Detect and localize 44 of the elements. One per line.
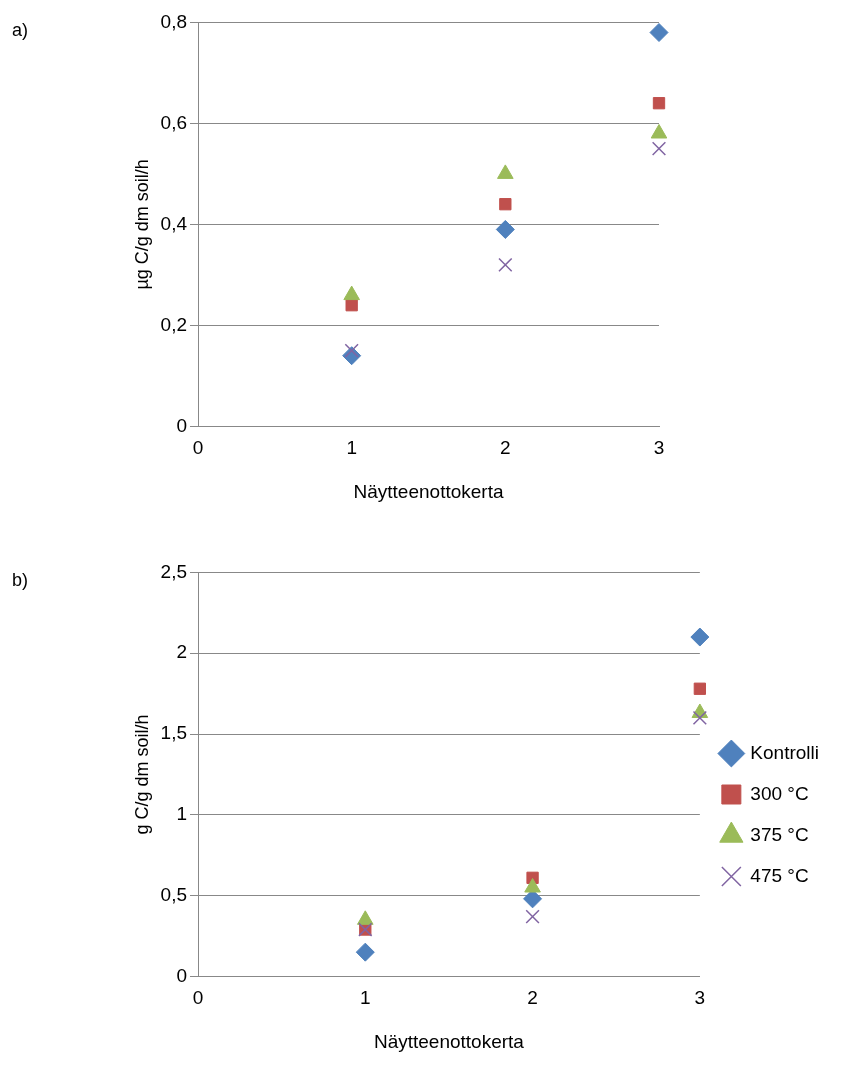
y-tick-label: 0,8 — [160, 10, 188, 32]
legend-label: 375 °C — [750, 823, 809, 845]
point — [651, 141, 667, 156]
y-tick-label: 1,5 — [160, 722, 188, 744]
point — [690, 627, 710, 647]
y-tick-label: 0,6 — [160, 111, 188, 133]
point — [652, 97, 666, 110]
y-axis-title: g C/g dm soil/h — [131, 714, 152, 835]
point — [495, 219, 515, 239]
y-tick-label: 1 — [176, 803, 188, 825]
legend-label: Kontrolli — [750, 741, 820, 763]
x-tick-label: 2 — [527, 987, 538, 1009]
x-axis-title: Näytteenottokerta — [373, 1030, 525, 1052]
legend-label: 300 °C — [750, 782, 809, 804]
point — [692, 710, 707, 725]
x-tick-label: 3 — [694, 987, 706, 1009]
x-tick-label: 3 — [653, 437, 665, 459]
point — [343, 285, 360, 301]
y-tick-label: 0,2 — [160, 313, 188, 335]
point — [649, 23, 669, 42]
x-axis-title: Näytteenottokerta — [353, 480, 504, 502]
point — [345, 299, 358, 312]
y-tick-label: 2,5 — [160, 560, 188, 582]
point — [355, 942, 375, 962]
point — [524, 878, 541, 893]
x-tick-label: 1 — [346, 437, 357, 459]
point — [650, 124, 668, 139]
text: b) — [12, 569, 29, 590]
point — [499, 198, 512, 211]
y-axis-title: µg C/g dm soil/h — [131, 159, 152, 290]
y-tick-label: 0 — [176, 964, 188, 986]
y-tick-label: 0,4 — [160, 212, 188, 234]
x-tick-label: 0 — [192, 987, 204, 1009]
text: a) — [12, 19, 29, 40]
point — [525, 909, 540, 924]
y-tick-label: 2 — [176, 641, 188, 663]
x-tick-label: 0 — [192, 437, 204, 459]
y-tick-label: 0,5 — [160, 883, 188, 905]
legend-label: 475 °C — [750, 864, 809, 886]
x-tick-label: 1 — [360, 987, 371, 1009]
x-tick-label: 2 — [500, 437, 511, 459]
point — [693, 682, 707, 695]
y-tick-label: 0 — [176, 414, 188, 436]
point — [498, 257, 513, 272]
